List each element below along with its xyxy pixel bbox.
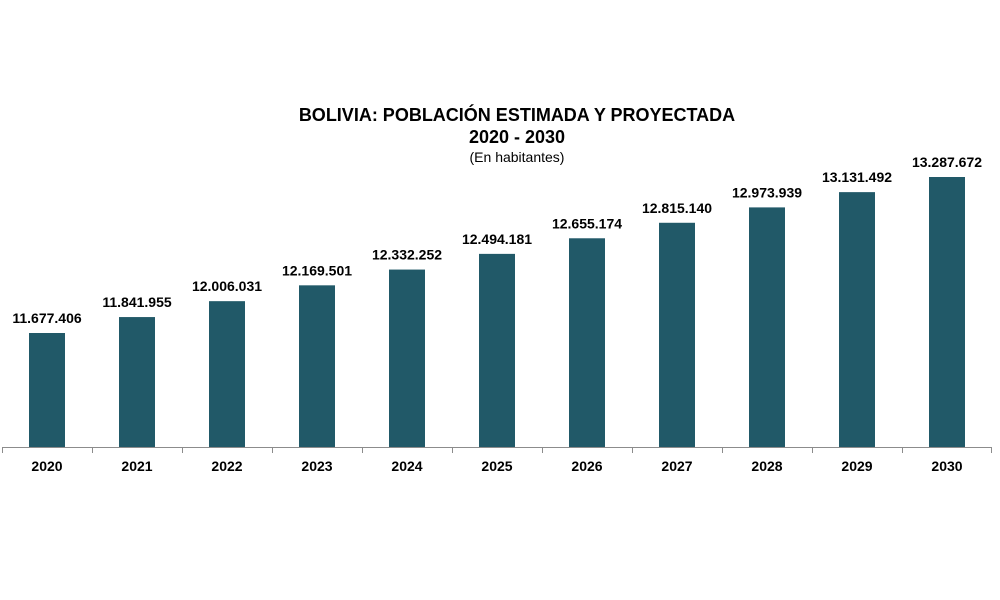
bar-2029 — [839, 192, 875, 447]
x-tick-label-2029: 2029 — [841, 458, 872, 474]
data-label-2020: 11.677.406 — [12, 310, 82, 326]
bar-2028 — [749, 207, 785, 447]
bar-2025 — [479, 253, 515, 447]
bar-2021 — [119, 317, 155, 447]
data-label-2027: 12.815.140 — [642, 200, 712, 216]
x-tick-label-2022: 2022 — [211, 458, 242, 474]
x-tick-label-2024: 2024 — [391, 458, 422, 474]
chart-titles: BOLIVIA: POBLACIÓN ESTIMADA Y PROYECTADA… — [0, 104, 1000, 166]
x-tick-label-2027: 2027 — [661, 458, 692, 474]
x-tick-label-2025: 2025 — [481, 458, 512, 474]
bar-2022 — [209, 301, 245, 447]
bar-2030 — [929, 177, 965, 447]
x-tick-label-2030: 2030 — [931, 458, 962, 474]
bar-2023 — [299, 285, 335, 447]
data-label-2022: 12.006.031 — [192, 278, 262, 294]
data-label-2025: 12.494.181 — [462, 231, 532, 247]
bar-2027 — [659, 222, 695, 447]
x-tick-label-2020: 2020 — [31, 458, 62, 474]
data-label-2028: 12.973.939 — [732, 184, 802, 200]
data-label-2030: 13.287.672 — [912, 154, 982, 170]
x-tick-label-2028: 2028 — [751, 458, 782, 474]
x-tick-label-2021: 2021 — [121, 458, 152, 474]
bar-2020 — [29, 333, 65, 447]
x-tick-label-2023: 2023 — [301, 458, 332, 474]
data-label-2021: 11.841.955 — [102, 294, 172, 310]
bar-2026 — [569, 238, 605, 447]
chart-subtitle: 2020 - 2030 — [468, 127, 566, 147]
chart-units-note: (En habitantes) — [469, 149, 565, 165]
chart-title: BOLIVIA: POBLACIÓN ESTIMADA Y PROYECTADA — [298, 105, 736, 125]
bar-2024 — [389, 269, 425, 447]
x-tick-label-2026: 2026 — [571, 458, 602, 474]
data-label-2023: 12.169.501 — [282, 262, 352, 278]
data-label-2029: 13.131.492 — [822, 169, 892, 185]
data-label-2024: 12.332.252 — [372, 247, 442, 263]
data-label-2026: 12.655.174 — [552, 215, 622, 231]
